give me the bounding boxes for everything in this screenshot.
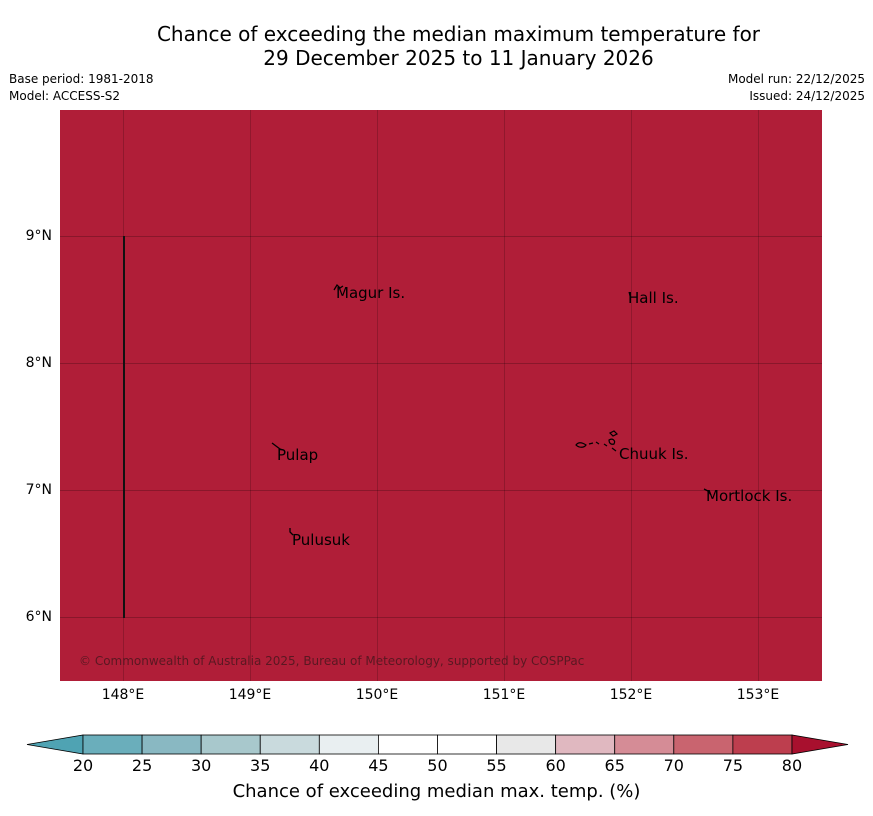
magur-island-outline	[333, 283, 344, 291]
chart-title: Chance of exceeding the median maximum t…	[80, 22, 837, 70]
model-run: Model run: 22/12/2025	[727, 72, 865, 86]
colorbar-tick-label: 55	[486, 756, 507, 775]
colorbar-tick-label: 75	[722, 756, 744, 775]
lat-label-9n: 9°N	[25, 228, 52, 244]
colorbar-under-arrow	[26, 734, 84, 755]
meta-right: Model run: 22/12/2025 Issued: 24/12/2025	[728, 71, 865, 105]
place-label-pulusuk: Pulusuk	[292, 531, 350, 549]
colorbar-cell	[318, 734, 379, 755]
gridline-7n	[60, 490, 822, 491]
meta-left: Base period: 1981-2018 Model: ACCESS-S2	[9, 71, 154, 105]
place-label-hall: Hall Is.	[628, 289, 679, 307]
colorbar-over-arrow	[791, 734, 849, 755]
mortlock-island-outline	[703, 488, 712, 496]
colorbar-tick-label: 30	[190, 756, 212, 775]
colorbar-tick-label: 50	[427, 756, 448, 775]
pulap-island-outline	[271, 442, 284, 451]
gridline-8n	[60, 363, 822, 364]
colorbar-tick-label: 40	[309, 756, 330, 775]
colorbar-cell	[732, 734, 793, 755]
gridline-150e	[377, 110, 378, 681]
lon-label-148e: 148°E	[101, 687, 145, 703]
colorbar-title: Chance of exceeding median max. temp. (%…	[232, 781, 641, 802]
gridline-151e	[504, 110, 505, 681]
place-label-chuuk: Chuuk Is.	[619, 445, 689, 463]
colorbar	[26, 734, 849, 755]
colorbar-cell	[555, 734, 616, 755]
place-label-mortlock: Mortlock Is.	[706, 487, 793, 505]
colorbar-tick-label: 35	[250, 756, 271, 775]
gridline-152e	[631, 110, 632, 681]
colorbar-tick-label: 60	[545, 756, 566, 775]
chuuk-lagoon-outline	[575, 430, 619, 452]
lon-label-153e: 153°E	[736, 687, 780, 703]
gridline-6n	[60, 617, 822, 618]
colorbar-tick-label: 25	[131, 756, 153, 775]
title-line-2: 29 December 2025 to 11 January 2026	[263, 46, 654, 70]
lon-label-149e: 149°E	[228, 687, 272, 703]
place-label-magur: Magur Is.	[336, 284, 406, 302]
hall-island-outline	[628, 291, 631, 297]
lon-label-150e: 150°E	[355, 687, 399, 703]
base-period: Base period: 1981-2018	[9, 72, 154, 86]
colorbar-cell	[437, 734, 497, 755]
colorbar-tick-label: 65	[604, 756, 625, 775]
colorbar-cell	[259, 734, 320, 755]
colorbar-cell	[614, 734, 675, 755]
colorbar-cell	[377, 734, 438, 755]
colorbar-cell	[200, 734, 261, 755]
issued-date: Issued: 24/12/2025	[749, 89, 865, 103]
gridline-153e	[758, 110, 759, 681]
forecast-map[interactable]: Magur Is. Hall Is. Pulap Chuuk Is. Mortl…	[60, 110, 822, 681]
lon-label-152e: 152°E	[609, 687, 653, 703]
title-line-1: Chance of exceeding the median maximum t…	[156, 22, 761, 46]
gridline-149e	[250, 110, 251, 681]
colorbar-tick-label: 45	[368, 756, 389, 775]
lat-label-8n: 8°N	[25, 355, 52, 371]
colorbar-tick-label: 70	[663, 756, 684, 775]
lat-label-6n: 6°N	[25, 609, 52, 625]
lon-label-151e: 151°E	[482, 687, 526, 703]
model-name: Model: ACCESS-S2	[9, 89, 121, 103]
lat-label-7n: 7°N	[25, 482, 52, 498]
colorbar-tick-label: 80	[781, 756, 803, 775]
gridline-9n	[60, 236, 822, 237]
pulusuk-island-outline	[289, 528, 294, 536]
copyright-notice: © Commonwealth of Australia 2025, Bureau…	[79, 654, 585, 668]
colorbar-cell	[82, 734, 143, 755]
colorbar-cell	[496, 734, 557, 755]
place-label-pulap: Pulap	[277, 446, 319, 464]
region-boundary-line	[123, 236, 125, 618]
colorbar-cell	[673, 734, 734, 755]
colorbar-tick-label: 20	[72, 756, 94, 775]
colorbar-cell	[141, 734, 202, 755]
